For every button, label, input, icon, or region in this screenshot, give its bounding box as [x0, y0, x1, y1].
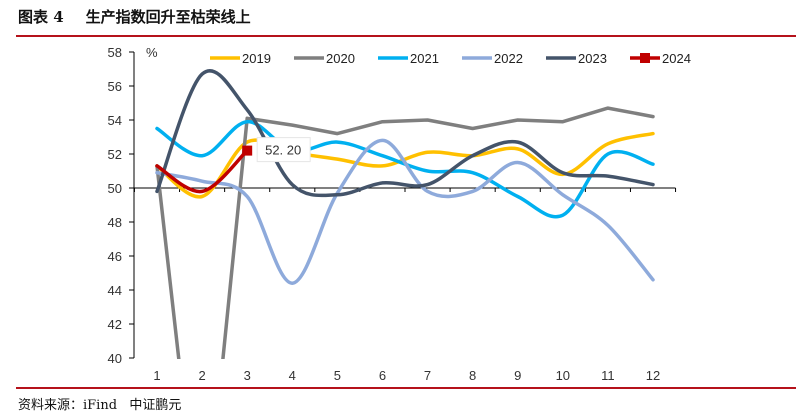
legend-item-2023: 2023 — [546, 51, 607, 66]
y-axis: 40 42 44 46 48 50 52 54 56 58 — [108, 45, 135, 366]
series-layer — [155, 69, 655, 359]
legend-label: 2022 — [494, 51, 523, 66]
series-2024 — [155, 145, 253, 194]
y-tick-label: 58 — [108, 45, 122, 60]
series-line-2023 — [155, 69, 655, 198]
y-tick-label: 42 — [108, 317, 122, 332]
legend-label: 2021 — [410, 51, 439, 66]
x-tick-label: 4 — [289, 368, 296, 383]
y-tick-label: 54 — [108, 113, 122, 128]
x-tick-label: 11 — [601, 368, 615, 383]
series-2020 — [155, 106, 655, 359]
figure-title: 图表 4 生产指数回升至枯荣线上 — [18, 6, 251, 27]
x-tick-label: 5 — [334, 368, 341, 383]
legend-label: 2023 — [578, 51, 607, 66]
bottom-divider — [16, 387, 796, 389]
series-line-2020 — [155, 106, 655, 359]
legend-label: 2024 — [662, 51, 691, 66]
series-2023 — [155, 69, 655, 198]
legend-item-2019: 2019 — [210, 51, 271, 66]
legend-label: 2020 — [326, 51, 355, 66]
x-tick-label: 6 — [379, 368, 386, 383]
legend-item-2022: 2022 — [462, 51, 523, 66]
x-tick-label: 1 — [153, 368, 160, 383]
x-tick-label: 12 — [646, 368, 660, 383]
x-tick-label: 8 — [469, 368, 476, 383]
y-tick-label: 50 — [108, 181, 122, 196]
data-label: 52. 20 — [265, 143, 301, 158]
legend-marker — [640, 53, 650, 63]
top-divider — [16, 35, 796, 37]
series-line-2024 — [155, 148, 249, 194]
legend-item-2020: 2020 — [294, 51, 355, 66]
x-tick-label: 3 — [244, 368, 251, 383]
y-tick-label: 52 — [108, 147, 122, 162]
series-line-2022 — [155, 138, 655, 285]
annotation-layer: 52. 20 — [256, 137, 311, 163]
legend-item-2024: 2024 — [630, 51, 691, 66]
source-note: 资料来源：iFind 中证鹏元 — [18, 398, 182, 413]
y-tick-label: 40 — [108, 351, 122, 366]
x-tick-label: 10 — [556, 368, 570, 383]
data-point-2024 — [242, 145, 253, 156]
legend-item-2021: 2021 — [378, 51, 439, 66]
x-tick-label: 2 — [198, 368, 205, 383]
series-2022 — [155, 138, 655, 285]
y-tick-label: 46 — [108, 249, 122, 264]
figure-title-text: 生产指数回升至枯荣线上 — [85, 8, 251, 26]
y-axis-unit-label: % — [146, 45, 158, 60]
data-label-box — [256, 137, 311, 163]
y-tick-label: 44 — [108, 283, 122, 298]
x-tick-label: 9 — [514, 368, 521, 383]
x-axis: 1 2 3 4 5 6 7 8 9 10 11 12 — [133, 187, 677, 383]
legend: 2019 2020 2021 2022 2023 2024 — [210, 51, 691, 66]
figure-number: 图表 4 — [18, 8, 64, 26]
y-tick-label: 56 — [108, 79, 122, 94]
x-tick-label: 7 — [424, 368, 431, 383]
y-tick-label: 48 — [108, 215, 122, 230]
legend-label: 2019 — [242, 51, 271, 66]
